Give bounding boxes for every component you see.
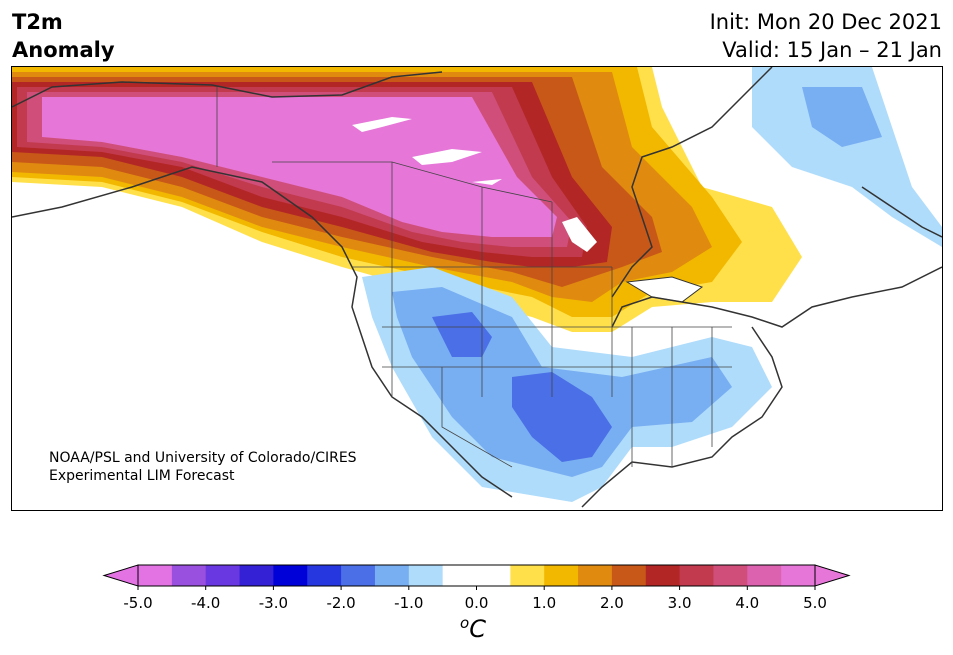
lake-athabasca bbox=[472, 179, 502, 185]
colorbar-bin bbox=[611, 565, 647, 586]
colorbar-bin bbox=[544, 565, 579, 586]
colorbar-bin bbox=[138, 565, 173, 586]
colorbar-under-arrow bbox=[102, 564, 139, 587]
colorbar-bin bbox=[679, 565, 714, 586]
colorbar-tick-label: 2.0 bbox=[600, 594, 624, 612]
political-borders bbox=[216, 87, 732, 468]
coastlines bbox=[12, 67, 942, 508]
colorbar-bin bbox=[747, 565, 782, 586]
colorbar-graphic: -5.0 -4.0 -3.0 -2.0 -1.0 0.0 1.0 2.0 3.0 4.0 5.0 bbox=[102, 564, 851, 612]
colorbar-tick-label: -3.0 bbox=[259, 594, 288, 612]
cool-band-4 bbox=[752, 67, 942, 247]
lake-winnipeg bbox=[562, 217, 597, 252]
great-slave-lake bbox=[352, 117, 412, 132]
valid-period: Valid: 15 Jan – 21 Jan bbox=[722, 38, 942, 62]
colorbar-tick-label: 3.0 bbox=[668, 594, 692, 612]
colorbar-bin bbox=[307, 565, 342, 586]
colorbar-bin bbox=[341, 565, 376, 586]
map-canvas bbox=[12, 67, 942, 508]
colorbar-bin bbox=[442, 565, 477, 586]
warm-band-8 bbox=[42, 97, 557, 237]
colorbar-tick-label: -5.0 bbox=[123, 594, 152, 612]
colorbar-tick-label: 0.0 bbox=[465, 594, 489, 612]
colorbar-bin bbox=[205, 565, 241, 586]
anomaly-map: NOAA/PSL and University of Colorado/CIRE… bbox=[11, 66, 943, 511]
credit-line-1: NOAA/PSL and University of Colorado/CIRE… bbox=[49, 450, 357, 466]
title-variable: T2m bbox=[12, 10, 63, 34]
colorbar-bin bbox=[578, 565, 613, 586]
colorbar-bin bbox=[781, 565, 816, 586]
credit-line-2: Experimental LIM Forecast bbox=[49, 468, 235, 484]
map-title: T2m Anomaly bbox=[12, 8, 115, 64]
colorbar-bin bbox=[408, 565, 444, 586]
colorbar-bin bbox=[374, 565, 410, 586]
colorbar-bin bbox=[645, 565, 681, 586]
unit-letter: C bbox=[469, 615, 486, 643]
cool-band-3 bbox=[432, 312, 612, 462]
colorbar-tick-label: -1.0 bbox=[394, 594, 423, 612]
unit-degree: o bbox=[460, 614, 470, 632]
colorbar-tick-label: 5.0 bbox=[803, 594, 827, 612]
init-date: Init: Mon 20 Dec 2021 bbox=[709, 10, 942, 34]
cool-band-5 bbox=[802, 87, 882, 147]
colorbar-bin bbox=[476, 565, 511, 586]
forecast-dates: Init: Mon 20 Dec 2021 Valid: 15 Jan – 21… bbox=[710, 8, 942, 64]
great-bear-lake bbox=[412, 149, 482, 165]
colorbar-unit: oC bbox=[460, 614, 486, 643]
colorbar-bin bbox=[239, 565, 274, 586]
colorbar-tick-label: -2.0 bbox=[326, 594, 355, 612]
colorbar-tick-label: 4.0 bbox=[735, 594, 759, 612]
colorbar-bin bbox=[273, 565, 308, 586]
title-type: Anomaly bbox=[12, 38, 115, 62]
colorbar-tick-label: 1.0 bbox=[532, 594, 556, 612]
colorbar: -5.0 -4.0 -3.0 -2.0 -1.0 0.0 1.0 2.0 3.0 4.0 5.0 bbox=[0, 555, 953, 655]
colorbar-over-arrow bbox=[814, 564, 851, 587]
colorbar-bin bbox=[510, 565, 545, 586]
great-lakes bbox=[625, 276, 704, 303]
colorbar-tick-label: -4.0 bbox=[191, 594, 220, 612]
colorbar-bin bbox=[171, 565, 207, 586]
colorbar-bin bbox=[713, 565, 748, 586]
credit-text: NOAA/PSL and University of Colorado/CIRE… bbox=[49, 449, 357, 485]
